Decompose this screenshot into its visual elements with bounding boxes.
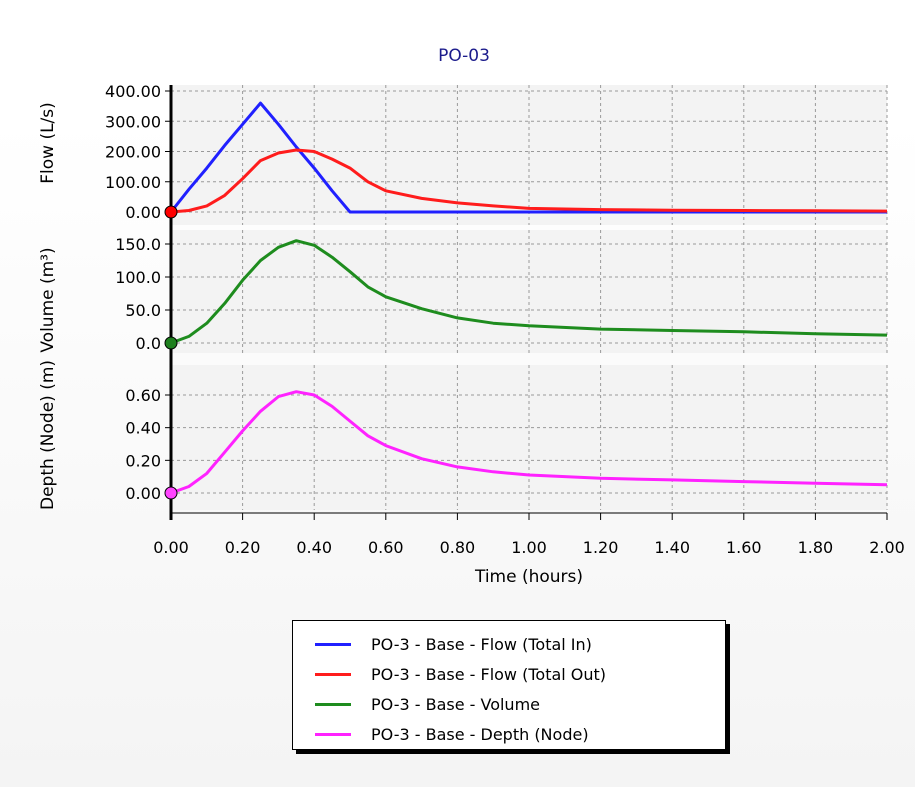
series-line-2-0 bbox=[170, 390, 888, 495]
x-tick-label: 0.40 bbox=[296, 538, 332, 557]
y-tick-label: 0.20 bbox=[125, 451, 161, 470]
legend-item-flow-out: PO-3 - Base - Flow (Total Out) bbox=[293, 659, 725, 689]
x-tick-label: 1.60 bbox=[726, 538, 762, 557]
x-tick-label: 1.40 bbox=[654, 538, 690, 557]
x-tick-label: 0.80 bbox=[440, 538, 476, 557]
y-tick-label: 150.0 bbox=[115, 235, 161, 254]
x-tick-label: 1.00 bbox=[511, 538, 547, 557]
y-tick-label: 0.00 bbox=[125, 203, 161, 222]
x-tick-label: 2.00 bbox=[869, 538, 905, 557]
y-tick-label: 0.0 bbox=[136, 334, 161, 353]
x-axis-label: Time (hours) bbox=[474, 567, 583, 587]
x-tick-label: 0.60 bbox=[368, 538, 404, 557]
y-axis-label: Depth (Node) (m) bbox=[38, 360, 58, 510]
x-tick-label: 1.20 bbox=[583, 538, 619, 557]
series-line-1-0 bbox=[170, 239, 888, 345]
y-tick-label: 0.60 bbox=[125, 386, 161, 405]
legend-label-flow-in: PO-3 - Base - Flow (Total In) bbox=[371, 634, 592, 654]
y-tick-label: 0.00 bbox=[125, 484, 161, 503]
legend-label-volume: PO-3 - Base - Volume bbox=[371, 694, 540, 714]
legend: PO-3 - Base - Flow (Total In) PO-3 - Bas… bbox=[292, 620, 726, 750]
y-tick-label: 0.40 bbox=[125, 419, 161, 438]
legend-item-depth: PO-3 - Base - Depth (Node) bbox=[293, 719, 725, 749]
y-tick-label: 100.0 bbox=[115, 268, 161, 287]
x-tick-label: 1.80 bbox=[798, 538, 834, 557]
legend-label-depth: PO-3 - Base - Depth (Node) bbox=[371, 724, 589, 744]
legend-swatch-flow-out bbox=[315, 672, 351, 676]
start-marker-0 bbox=[164, 205, 178, 219]
y-tick-label: 300.00 bbox=[105, 112, 161, 131]
start-marker-2 bbox=[164, 486, 178, 500]
series-line-0-1 bbox=[170, 148, 888, 214]
y-axis-label: Volume (m³) bbox=[38, 247, 58, 352]
legend-swatch-flow-in bbox=[315, 642, 351, 646]
y-tick-label: 400.00 bbox=[105, 82, 161, 101]
legend-label-flow-out: PO-3 - Base - Flow (Total Out) bbox=[371, 664, 607, 684]
legend-item-flow-in: PO-3 - Base - Flow (Total In) bbox=[293, 629, 725, 659]
legend-item-volume: PO-3 - Base - Volume bbox=[293, 689, 725, 719]
y-axis-label: Flow (L/s) bbox=[38, 102, 58, 184]
y-tick-label: 200.00 bbox=[105, 143, 161, 162]
chart-title: PO-03 bbox=[438, 46, 490, 66]
legend-swatch-depth bbox=[315, 732, 351, 736]
start-marker-1 bbox=[164, 336, 178, 350]
y-tick-label: 100.00 bbox=[105, 173, 161, 192]
x-tick-label: 0.20 bbox=[225, 538, 261, 557]
series-line-0-0 bbox=[169, 101, 887, 214]
y-tick-label: 50.0 bbox=[125, 301, 161, 320]
legend-swatch-volume bbox=[315, 702, 351, 706]
x-tick-label: 0.00 bbox=[153, 538, 189, 557]
